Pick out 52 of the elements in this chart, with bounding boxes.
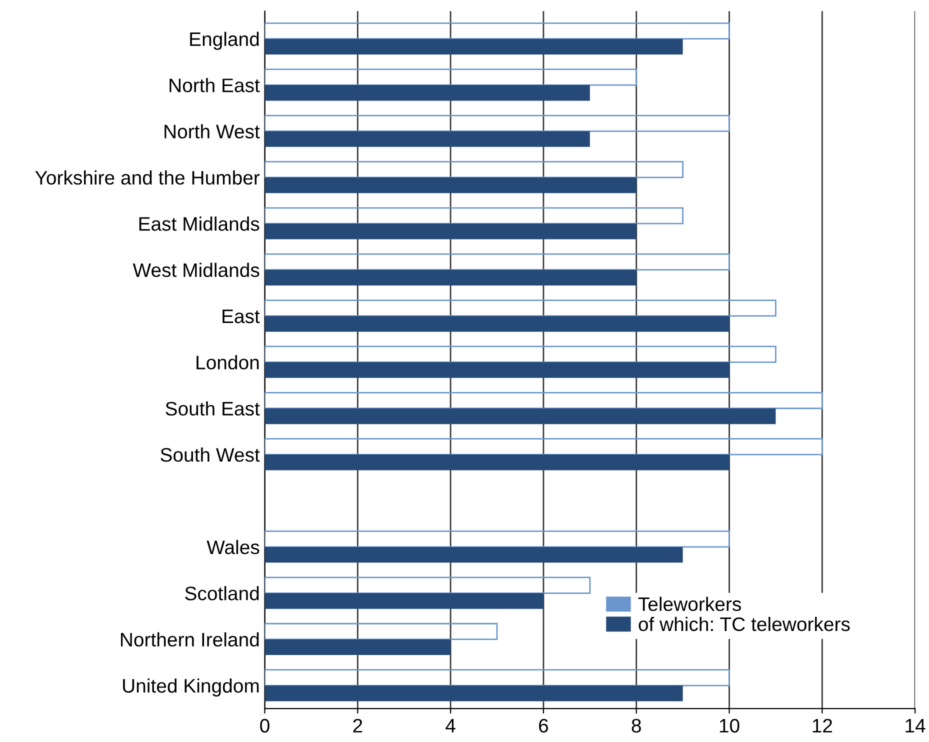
- y-tick-label: England: [190, 32, 259, 50]
- y-tick-label: Wales: [206, 540, 260, 554]
- x-tick-label: 6: [539, 718, 548, 733]
- bar: [264, 161, 684, 178]
- legend-label: Teleworkers: [638, 596, 741, 612]
- bar: [264, 177, 636, 194]
- bar: [264, 346, 776, 363]
- bar: [264, 316, 730, 332]
- y-tick-label: East Midlands: [139, 216, 260, 231]
- y-tick-label: West Midlands: [132, 262, 260, 278]
- y-tick-label: North East: [170, 78, 260, 92]
- y-tick-label: Scotland: [185, 586, 259, 600]
- y-tick-label: Northern Ireland: [121, 632, 259, 647]
- bar: [264, 362, 730, 378]
- x-tick-label: 4: [446, 719, 456, 732]
- bar: [264, 270, 636, 286]
- bar: [264, 207, 684, 224]
- bar: [264, 131, 590, 147]
- bar: [264, 38, 683, 55]
- bar: [264, 68, 638, 86]
- y-tick-label: North West: [164, 124, 260, 138]
- bar: [264, 224, 636, 240]
- bar: [264, 576, 591, 594]
- y-tick-label: South East: [166, 401, 260, 416]
- bar: [264, 300, 776, 317]
- bar: [264, 593, 544, 609]
- bar: [264, 22, 730, 40]
- y-tick-label: London: [196, 355, 259, 370]
- x-tick-label: 12: [812, 718, 832, 732]
- x-tick-label: 8: [632, 718, 641, 733]
- bar: [264, 686, 683, 702]
- bar: [264, 392, 823, 410]
- y-tick-label: Yorkshire and the Humber: [35, 170, 260, 185]
- bar: [264, 530, 730, 548]
- y-tick-label: United Kingdom: [123, 678, 259, 697]
- bar: [264, 622, 498, 640]
- bar: [264, 114, 730, 132]
- legend-label: of which: TC teleworkers: [638, 616, 850, 632]
- x-tick-label: 2: [353, 718, 362, 732]
- bar: [264, 438, 823, 456]
- bar: [264, 454, 730, 470]
- x-tick-label: 10: [720, 718, 740, 733]
- bar: [264, 408, 776, 424]
- y-tick-label: East: [222, 310, 260, 324]
- bar: [264, 85, 590, 101]
- x-tick-label: 0: [260, 718, 270, 733]
- bar: [264, 669, 730, 686]
- x-tick-label: 14: [906, 719, 926, 732]
- bar: [264, 546, 683, 563]
- bar: [264, 253, 730, 270]
- y-tick-label: South West: [160, 448, 260, 462]
- bar: [264, 639, 451, 656]
